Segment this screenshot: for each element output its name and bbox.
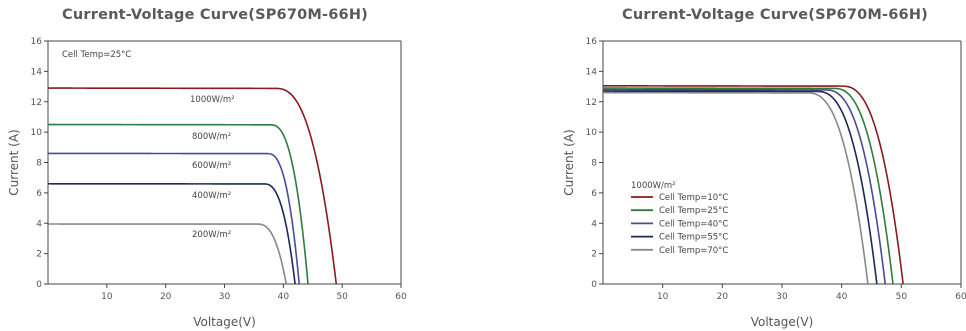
irradiance-label: 200W/m² <box>192 230 231 240</box>
y-tick-label: 12 <box>31 98 42 108</box>
legend-label: Cell Temp=25°C <box>659 206 728 216</box>
legend-title: 1000W/m² <box>631 181 676 191</box>
temperature-plot: 0 2 4 6 8 10 12 14 16 10 20 30 40 50 60 Voltage(V) Curre… <box>562 37 966 329</box>
x-tick-label: 40 <box>836 292 848 302</box>
iv-curve-line <box>48 223 288 285</box>
x-tick-label: 50 <box>336 292 348 302</box>
irradiance-label: 1000W/m² <box>190 95 235 105</box>
y-tick-label: 6 <box>591 189 597 199</box>
irradiance-label: 400W/m² <box>192 191 231 201</box>
chart-title: Current-Voltage Curve(SP670M-66H) <box>622 7 929 23</box>
y-tick-label: 16 <box>31 37 43 47</box>
legend-label: Cell Temp=70°C <box>659 246 728 256</box>
y-tick-label: 0 <box>591 280 597 290</box>
x-tick-label: 10 <box>101 292 113 302</box>
x-tick-label: 30 <box>776 292 788 302</box>
chart-title: Current-Voltage Curve(SP670M-66H) <box>62 7 369 23</box>
irradiance-label: 600W/m² <box>192 161 231 171</box>
y-tick-label: 2 <box>36 250 42 260</box>
y-tick-label: 12 <box>586 98 597 108</box>
x-tick-label: 20 <box>717 292 729 302</box>
y-tick-label: 8 <box>591 159 597 169</box>
iv-curve-line <box>603 87 894 285</box>
iv-curve-line <box>603 90 878 285</box>
irradiance-plot: 0 2 4 6 8 10 12 14 16 10 20 30 40 50 60 Voltage(V) Curre… <box>7 37 407 329</box>
x-tick-label: 10 <box>657 292 669 302</box>
iv-curve-line <box>603 88 887 285</box>
y-tick-label: 2 <box>591 250 597 260</box>
iv-curve-line <box>602 85 904 285</box>
iv-curve-line <box>48 87 338 285</box>
y-tick-label: 16 <box>586 37 598 47</box>
legend-label: Cell Temp=40°C <box>659 219 728 229</box>
x-tick-label: 60 <box>955 292 966 302</box>
y-tick-label: 10 <box>586 128 598 138</box>
y-tick-label: 8 <box>36 159 42 169</box>
y-tick-label: 14 <box>31 67 43 77</box>
iv-curve-line <box>48 182 296 285</box>
irradiance-label: 800W/m² <box>192 132 231 142</box>
x-tick-label: 50 <box>896 292 908 302</box>
iv-chart-temperature: Current-Voltage Curve(SP670M-66H) 0 2 4 6 8 1… <box>483 0 966 331</box>
x-axis-label: Voltage(V) <box>193 315 256 329</box>
iv-curve-line <box>48 152 301 285</box>
cell-temp-annotation: Cell Temp=25°C <box>62 50 131 60</box>
y-tick-label: 6 <box>36 189 42 199</box>
x-tick-label: 40 <box>278 292 290 302</box>
y-tick-label: 0 <box>36 280 42 290</box>
x-tick-label: 20 <box>160 292 172 302</box>
x-tick-label: 30 <box>219 292 231 302</box>
legend-label: Cell Temp=10°C <box>659 193 728 203</box>
x-axis-label: Voltage(V) <box>751 315 814 329</box>
x-tick-label: 60 <box>395 292 407 302</box>
iv-curve-line <box>48 123 309 285</box>
iv-curve-line <box>603 91 869 285</box>
y-axis-label: Current (A) <box>562 129 576 195</box>
y-tick-label: 14 <box>586 67 598 77</box>
iv-chart-irradiance: Current-Voltage Curve(SP670M-66H) 0 2 4 6 8 1… <box>7 7 407 329</box>
y-tick-label: 4 <box>36 219 42 229</box>
y-tick-label: 4 <box>591 219 597 229</box>
y-axis-label: Current (A) <box>7 129 21 195</box>
y-tick-label: 10 <box>31 128 43 138</box>
legend-label: Cell Temp=55°C <box>659 233 728 243</box>
